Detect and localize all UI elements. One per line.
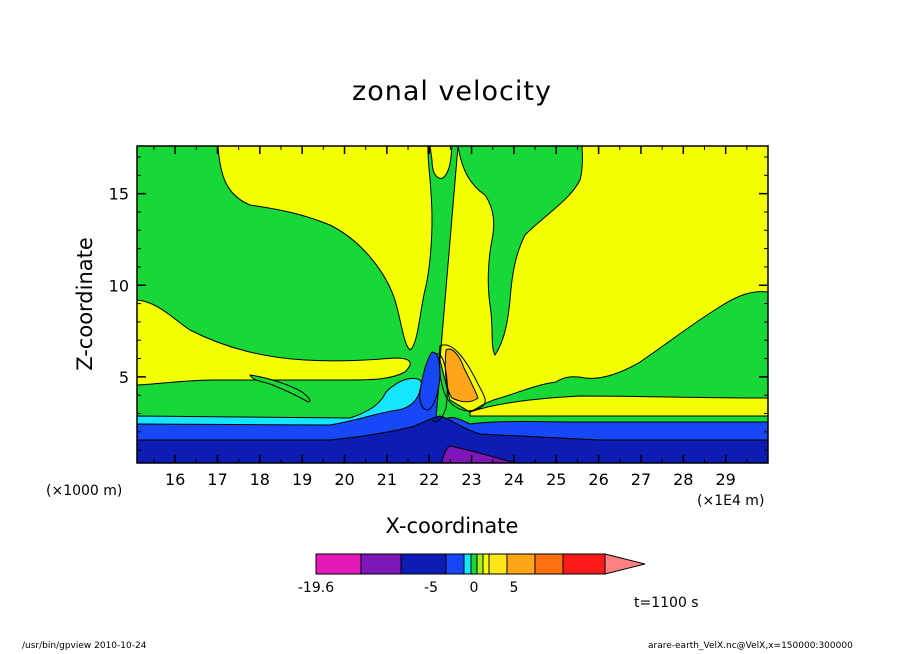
colorbar-segment — [445, 553, 465, 575]
contour-plot — [137, 146, 768, 463]
x-axis-ticks: 16 17 18 19 20 21 22 23 24 25 26 27 28 29 — [153, 146, 748, 489]
x-tick-label: 26 — [588, 470, 608, 489]
colorbar-segment — [488, 553, 508, 575]
y-tick-label: 15 — [109, 185, 129, 204]
time-label: t=1100 s — [634, 595, 699, 611]
colorbar-segment — [482, 553, 490, 575]
colorbar-label: -19.6 — [298, 580, 334, 596]
y-axis-ticks: 5 10 15 — [109, 156, 768, 451]
colorbar-segment — [463, 553, 472, 575]
colorbar-segment — [470, 553, 478, 575]
x-axis-unit-right: (×1E4 m) — [697, 493, 765, 509]
colorbar-segment — [562, 553, 606, 575]
x-axis-label: X-coordinate — [385, 514, 519, 538]
x-tick-label: 16 — [165, 470, 185, 489]
contour-region-yellow-top-right — [429, 146, 453, 179]
chart-title: zonal velocity — [352, 76, 552, 107]
x-axis-unit-left: (×1000 m) — [46, 483, 123, 499]
x-tick-label: 22 — [419, 470, 439, 489]
colorbar-segment — [506, 553, 536, 575]
x-tick-label: 20 — [334, 470, 354, 489]
contour-line-center-2 — [431, 353, 448, 422]
x-tick-label: 27 — [631, 470, 651, 489]
x-tick-label: 18 — [250, 470, 270, 489]
x-tick-label: 17 — [207, 470, 227, 489]
plot-frame — [136, 145, 769, 464]
colorbar-segment — [400, 553, 447, 575]
colorbar-segment — [534, 553, 564, 575]
contour-region-yellow-left — [137, 299, 411, 386]
x-tick-label: 23 — [461, 470, 481, 489]
x-tick-label: 19 — [292, 470, 312, 489]
contour-region-yellow-lower-right — [469, 395, 768, 417]
footer-right: arare-earth_VelX.nc@VelX,x=150000:300000 — [648, 641, 853, 651]
y-tick-label: 10 — [109, 276, 129, 295]
footer-left: /usr/bin/gpview 2010-10-24 — [22, 641, 147, 651]
contour-region-green-wedge — [249, 374, 311, 403]
y-tick-label: 5 — [119, 368, 129, 387]
contour-region-purple — [441, 445, 516, 463]
x-tick-label: 21 — [377, 470, 397, 489]
y-axis-label: Z-coordinate — [73, 237, 97, 371]
colorbar-label: -5 — [424, 580, 438, 596]
x-tick-label: 28 — [673, 470, 693, 489]
contour-region-navy — [137, 415, 768, 463]
colorbar-label: 0 — [470, 580, 479, 596]
colorbar-arrow — [604, 553, 646, 575]
contour-region-yellow-upper — [217, 146, 433, 351]
colorbar-segment — [476, 553, 484, 575]
colorbar-label: 5 — [510, 580, 519, 596]
contour-line-center — [438, 344, 486, 412]
colorbar-segment — [315, 553, 362, 575]
contour-region-yellow-right — [439, 146, 768, 413]
colorbar: -19.6 -5 0 5 — [298, 553, 646, 596]
x-tick-label: 25 — [546, 470, 566, 489]
colorbar-segment — [360, 553, 402, 575]
x-tick-label: 29 — [715, 470, 735, 489]
x-tick-label: 24 — [504, 470, 524, 489]
